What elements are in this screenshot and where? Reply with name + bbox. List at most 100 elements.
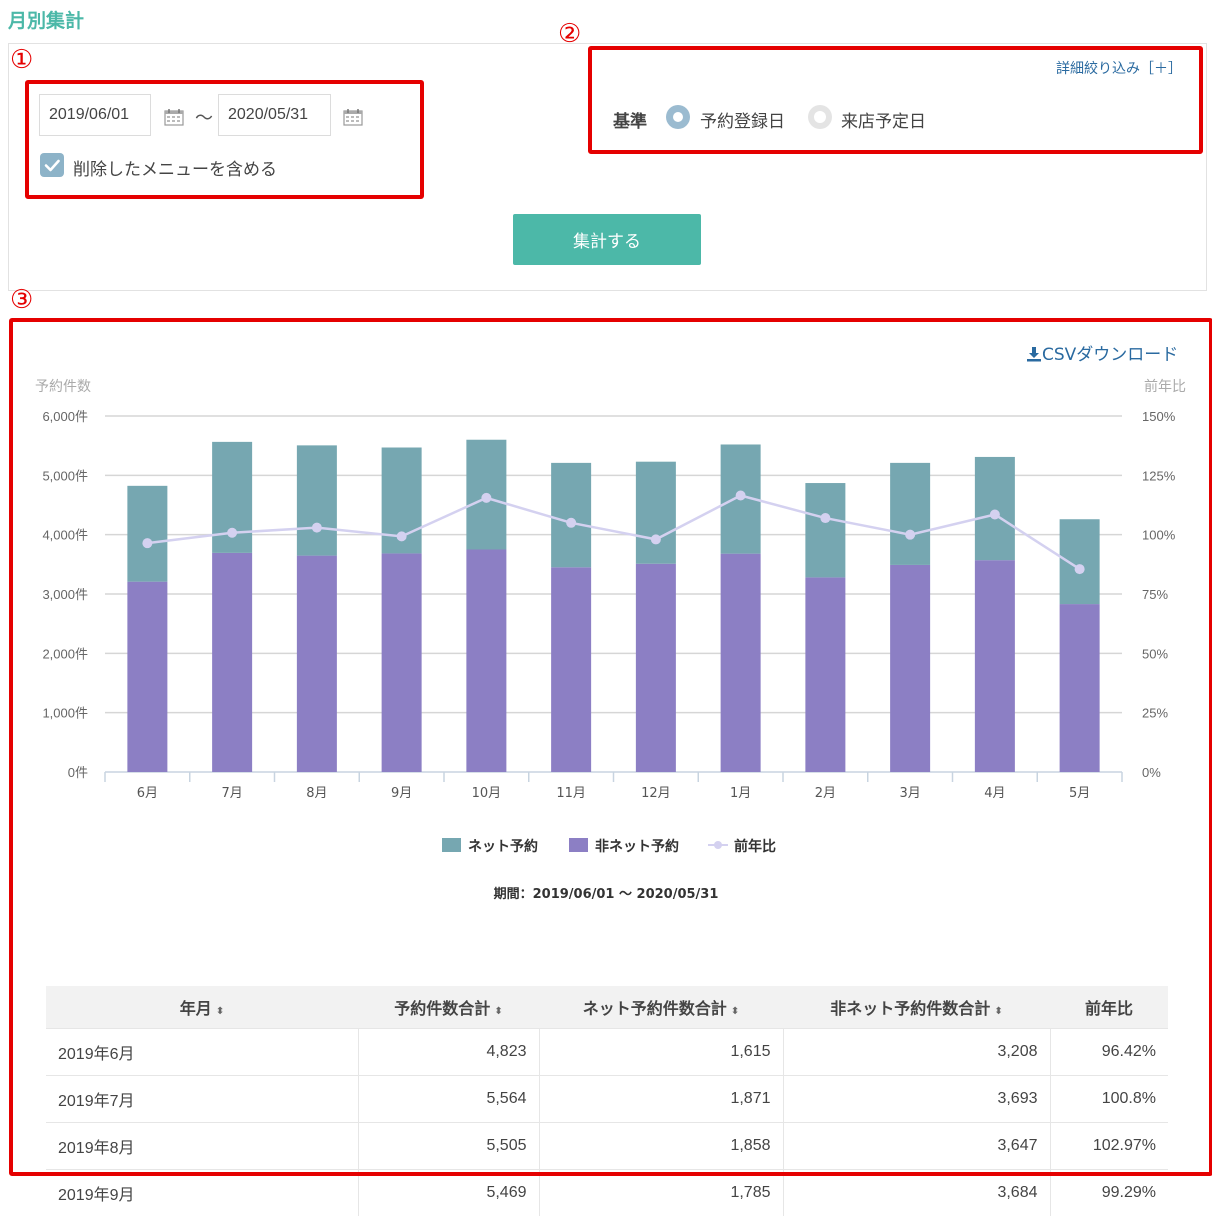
- table-row: 2019年6月 4,823 1,615 3,208 96.42%: [46, 1027, 1168, 1075]
- column-header: 前年比: [1050, 986, 1168, 1028]
- y2-tick-label: 125%: [1142, 468, 1176, 483]
- bar-nonnet: [720, 553, 761, 772]
- bar-net: [551, 462, 592, 568]
- y2-axis-label: 前年比: [1144, 378, 1186, 395]
- monthly-table: 年月 ⬍ 予約件数合計 ⬍ ネット予約件数合計 ⬍ 非ネット予約件数合計 ⬍ 前年比 2019年…: [46, 986, 1168, 1216]
- ratio-point: [989, 509, 1000, 520]
- sort-icon[interactable]: ⬍: [494, 1005, 503, 1017]
- basis-radio-registration[interactable]: [666, 105, 690, 129]
- ratio-point: [227, 527, 238, 538]
- x-tick-label: 6月: [137, 786, 158, 801]
- x-tick-label: 12月: [641, 786, 671, 801]
- x-tick-label: 1月: [730, 786, 751, 801]
- x-tick-label: 9月: [391, 786, 412, 801]
- table-cell: 1,858: [539, 1121, 784, 1169]
- ratio-point: [566, 517, 577, 528]
- column-header-label: 非ネット予約件数合計: [830, 998, 991, 1018]
- csv-download-link[interactable]: CSVダウンロード: [1026, 340, 1178, 365]
- table-row: 2019年8月 5,505 1,858 3,647 102.97%: [46, 1121, 1168, 1169]
- ratio-point: [396, 531, 407, 542]
- sort-icon[interactable]: ⬍: [994, 1005, 1003, 1017]
- y-tick-label: 4,000件: [42, 528, 88, 543]
- bar-nonnet: [551, 567, 592, 772]
- column-header[interactable]: ネット予約件数合計 ⬍: [539, 986, 783, 1028]
- column-header-label: 予約件数合計: [394, 998, 491, 1018]
- table-cell: 1,615: [539, 1027, 784, 1075]
- y2-tick-label: 0%: [1142, 765, 1161, 780]
- bar-nonnet: [296, 555, 337, 772]
- date-separator: ～: [195, 108, 213, 129]
- bar-net: [635, 461, 676, 564]
- table-cell: 2019年9月: [46, 1168, 359, 1216]
- x-tick-label: 10月: [472, 786, 502, 801]
- table-cell: 5,505: [358, 1121, 540, 1169]
- y-tick-label: 2,000件: [42, 646, 88, 661]
- basis-radio-visit[interactable]: [808, 105, 832, 129]
- check-icon: [44, 159, 60, 172]
- table-cell: 96.42%: [1050, 1027, 1168, 1075]
- table-cell: 3,684: [783, 1168, 1051, 1216]
- table-row: 2019年7月 5,564 1,871 3,693 100.8%: [46, 1074, 1168, 1122]
- table-cell: 1,785: [539, 1168, 784, 1216]
- legend-swatch: [569, 838, 588, 852]
- column-header[interactable]: 非ネット予約件数合計 ⬍: [783, 986, 1050, 1028]
- legend-label: ネット予約: [468, 838, 538, 855]
- table-cell: 2019年8月: [46, 1121, 359, 1169]
- start-date-input[interactable]: 2019/06/01: [39, 94, 151, 136]
- x-tick-label: 7月: [221, 786, 242, 801]
- y2-tick-label: 75%: [1142, 587, 1168, 602]
- ratio-point: [142, 538, 153, 549]
- basis-option-label: 予約登録日: [700, 112, 785, 132]
- x-tick-label: 8月: [306, 786, 327, 801]
- sort-icon[interactable]: ⬍: [730, 1005, 740, 1017]
- column-header-label: ネット予約件数合計: [582, 998, 727, 1018]
- y2-tick-label: 25%: [1142, 706, 1168, 721]
- ratio-line: [147, 494, 1081, 571]
- table-cell: 2019年7月: [46, 1074, 359, 1122]
- annotation-box: [588, 46, 1203, 154]
- sort-icon[interactable]: ⬍: [215, 1005, 225, 1017]
- ratio-point: [820, 513, 831, 524]
- ratio-point: [311, 522, 322, 533]
- bar-net: [296, 445, 337, 556]
- calendar-icon[interactable]: [343, 108, 363, 126]
- x-tick-label: 2月: [815, 786, 836, 801]
- bar-nonnet: [381, 553, 422, 772]
- bar-nonnet: [212, 552, 253, 772]
- ratio-point: [650, 534, 661, 545]
- legend-label: 非ネット予約: [595, 838, 679, 855]
- include-deleted-checkbox[interactable]: [40, 153, 64, 177]
- column-header-label: 年月: [179, 998, 212, 1018]
- y-tick-label: 6,000件: [42, 409, 88, 424]
- y-tick-label: 1,000件: [42, 706, 88, 721]
- bar-nonnet: [805, 577, 846, 772]
- csv-download-label: CSVダウンロード: [1042, 345, 1179, 365]
- table-cell: 3,208: [783, 1027, 1051, 1075]
- detail-filter-link[interactable]: 詳細絞り込み［＋］: [1056, 61, 1182, 77]
- legend-swatch: [442, 838, 461, 852]
- x-tick-label: 3月: [899, 786, 920, 801]
- y-tick-label: 3,000件: [42, 587, 88, 602]
- annotation-box: [25, 80, 424, 199]
- table-cell: 102.97%: [1050, 1121, 1168, 1169]
- bar-nonnet: [974, 560, 1015, 772]
- table-cell: 99.29%: [1050, 1168, 1168, 1216]
- ratio-point: [735, 490, 746, 501]
- column-header[interactable]: 年月 ⬍: [46, 986, 358, 1028]
- column-header[interactable]: 予約件数合計 ⬍: [358, 986, 539, 1028]
- bar-net: [890, 462, 931, 565]
- download-icon: [1027, 347, 1041, 362]
- table-cell: 3,693: [783, 1074, 1051, 1122]
- end-date-input[interactable]: 2020/05/31: [218, 94, 331, 136]
- legend-swatch: [714, 841, 722, 849]
- x-tick-label: 11月: [556, 786, 586, 801]
- aggregate-button[interactable]: 集計する: [513, 214, 701, 265]
- calendar-icon[interactable]: [164, 108, 184, 126]
- y2-tick-label: 100%: [1142, 528, 1176, 543]
- include-deleted-label: 削除したメニューを含める: [73, 160, 277, 180]
- bar-nonnet: [890, 564, 931, 772]
- annotation-box: [9, 318, 1212, 1176]
- ratio-point: [481, 492, 492, 503]
- y-tick-label: 0件: [68, 765, 88, 780]
- table-cell: 5,469: [358, 1168, 540, 1216]
